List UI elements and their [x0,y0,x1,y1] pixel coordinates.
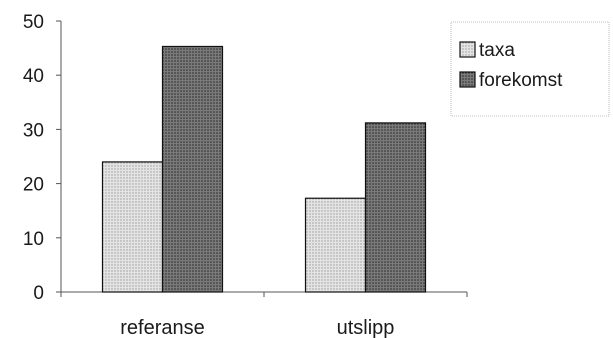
x-category-label: referanse [120,317,205,338]
bar-taxa [101,161,164,293]
legend: taxa forekomst [450,21,610,117]
y-tick-label: 40 [23,66,44,87]
legend-frame [450,21,610,117]
bar-taxa [304,197,367,293]
y-axis: 0 10 20 30 40 50 [23,12,62,304]
bar-forekomst [364,122,427,293]
x-category-label: utslipp [337,317,395,338]
y-tick-label: 0 [33,283,44,304]
y-tick-label: 20 [23,175,44,196]
legend-label-forekomst: forekomst [479,70,563,91]
y-tick-label: 10 [23,229,44,250]
y-tick-label: 30 [23,120,44,141]
bars [101,45,427,293]
x-axis: referanse utslipp [60,291,468,338]
legend-swatch-forekomst [459,71,476,88]
bar-forekomst [161,45,224,293]
legend-swatch-taxa [459,41,476,58]
legend-label-taxa: taxa [479,40,515,61]
y-tick-label: 50 [23,12,44,33]
